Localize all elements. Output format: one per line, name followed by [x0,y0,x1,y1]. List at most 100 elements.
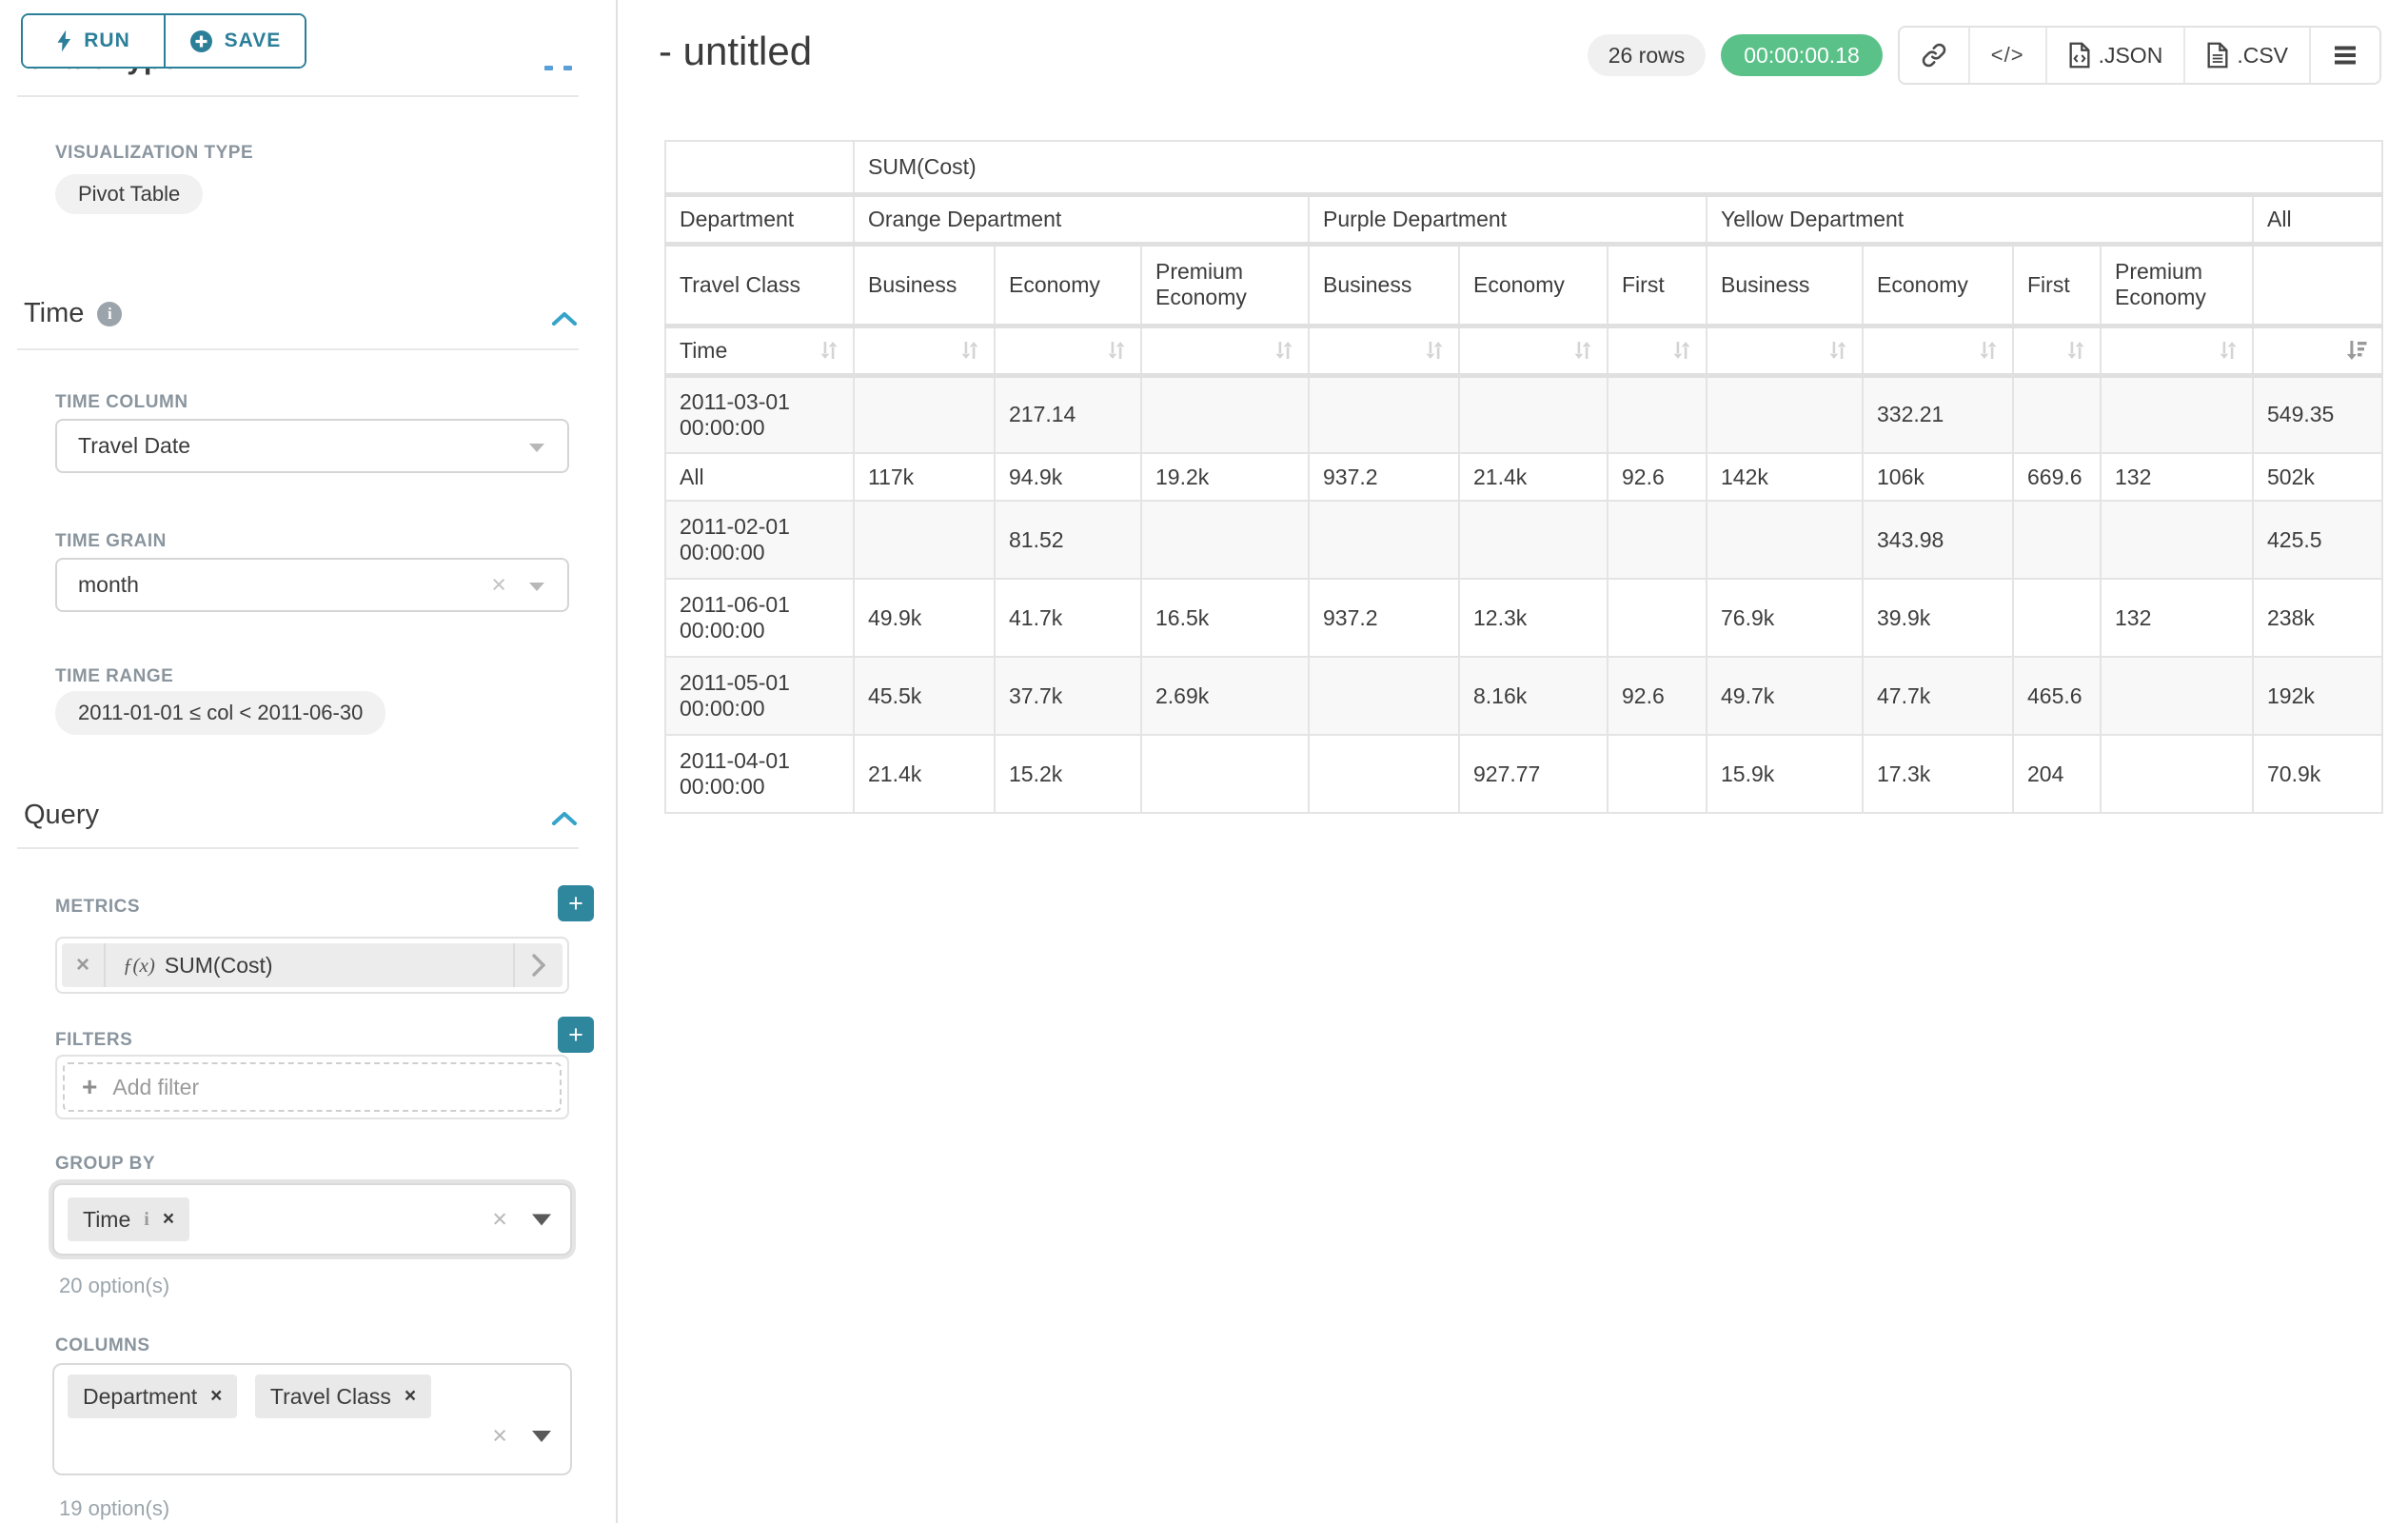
sort-icon[interactable] [1424,338,1445,363]
filters-container: + Add filter [55,1055,569,1119]
class-header-cell [2252,243,2383,328]
remove-metric-icon[interactable]: × [62,943,106,987]
sort-icon[interactable] [1572,338,1593,363]
columns-label: COLUMNS [55,1335,150,1355]
value-cell [1140,734,1310,814]
time-column-value: Travel Date [78,433,191,458]
chevron-up-icon[interactable] [550,309,579,328]
time-column-label: TIME COLUMN [55,392,188,412]
columns-options-hint: 19 option(s) [59,1496,170,1520]
sort-icon[interactable] [1978,338,1999,363]
group-by-chip[interactable]: Time i × [68,1197,190,1241]
chip-label: Department [83,1383,198,1409]
chevron-down-icon[interactable] [532,1430,551,1442]
add-filter-button[interactable]: + [558,1017,594,1053]
pivot-table-container: SUM(Cost) Department Orange Department P… [664,140,2383,814]
chart-title[interactable]: - untitled [659,29,813,73]
metric-label: SUM(Cost) [164,952,273,978]
time-grain-select[interactable]: month × [55,558,569,612]
value-cell: 425.5 [2252,500,2383,580]
value-cell: 16.5k [1140,578,1310,658]
add-filter-dropzone[interactable]: + Add filter [63,1062,562,1112]
department-axis-label: Department [664,193,855,247]
value-cell: 15.9k [1706,734,1864,814]
select-controls: × [492,1204,551,1234]
value-cell [2012,374,2102,454]
time-range-label: TIME RANGE [55,666,174,686]
sort-cell [1862,325,2014,378]
value-cell [2012,578,2102,658]
sort-icon[interactable] [1106,338,1127,363]
run-button-label: RUN [84,30,130,51]
time-sort-row: Time [664,325,2383,378]
value-cell: 132 [2100,452,2254,502]
class-header-cell: Economy [994,243,1142,328]
value-cell: 76.9k [1706,578,1864,658]
chevron-up-icon[interactable] [550,809,579,828]
metric-item[interactable]: × ƒ(x) SUM(Cost) [62,943,563,987]
sort-icon[interactable] [1273,338,1294,363]
value-cell: 49.7k [1706,656,1864,736]
view-query-button[interactable]: </> [1967,28,2045,83]
sort-cell-active [2252,325,2383,378]
sort-cell [2100,325,2254,378]
link-icon [1922,43,1946,68]
department-group-cell: Orange Department [853,193,1310,247]
class-header-cell: Business [1308,243,1460,328]
columns-select[interactable]: Department × Travel Class × × [52,1363,572,1475]
sort-icon[interactable] [959,338,980,363]
save-button[interactable]: SAVE [164,15,305,67]
clear-icon[interactable]: × [491,569,506,599]
value-cell: 92.6 [1607,452,1707,502]
info-icon[interactable]: i [144,1208,149,1230]
value-cell: 41.7k [994,578,1142,658]
clear-icon[interactable]: × [492,1204,507,1234]
export-csv-button[interactable]: .CSV [2183,28,2309,83]
remove-chip-icon[interactable]: × [404,1385,417,1407]
visualization-type-pill[interactable]: Pivot Table [55,174,204,214]
value-cell [1140,500,1310,580]
group-by-select[interactable]: Time i × × [52,1183,572,1256]
chip-label: Time [83,1206,131,1232]
class-header-cell: First [1607,243,1707,328]
function-icon: ƒ(x) [123,953,155,977]
add-metric-button[interactable]: + [558,885,594,921]
info-icon[interactable]: i [97,301,123,326]
export-json-button[interactable]: .JSON [2044,28,2184,83]
columns-chip[interactable]: Department × [68,1375,238,1418]
value-cell [1607,500,1707,580]
query-section-title: Query [24,800,99,831]
share-link-button[interactable] [1899,28,1968,83]
class-header-cell: First [2012,243,2102,328]
sort-icon[interactable] [2218,338,2239,363]
value-cell: 94.9k [994,452,1142,502]
sort-cell [1706,325,1864,378]
sort-icon[interactable] [1671,338,1692,363]
run-button[interactable]: RUN [23,15,164,67]
chevron-down-icon[interactable] [532,1214,551,1225]
columns-chip[interactable]: Travel Class × [254,1375,432,1418]
chevron-right-icon[interactable] [513,943,563,987]
time-grain-value: month [78,572,139,597]
metric-header-row: SUM(Cost) [664,140,2383,197]
chevron-down-icon [529,582,544,591]
table-row: 2011-02-01 00:00:00 81.52 343.98 425.5 [664,500,2383,580]
remove-chip-icon[interactable]: × [162,1208,175,1230]
query-section-title-text: Query [24,800,99,830]
value-cell: 8.16k [1458,656,1609,736]
sort-icon[interactable] [1827,338,1848,363]
menu-button[interactable] [2309,28,2379,83]
chip-label: Travel Class [269,1383,391,1409]
time-range-pill[interactable]: 2011-01-01 ≤ col < 2011-06-30 [55,691,386,735]
sort-icon[interactable] [2065,338,2086,363]
time-column-select[interactable]: Travel Date [55,419,569,473]
sort-icon[interactable] [819,338,839,363]
time-section-title-text: Time [24,298,85,328]
sort-cell [1607,325,1707,378]
lightning-icon [57,30,71,52]
clear-icon[interactable]: × [492,1421,507,1450]
value-cell: 17.3k [1862,734,2014,814]
remove-chip-icon[interactable]: × [210,1385,223,1407]
value-cell: 238k [2252,578,2383,658]
sort-descending-icon[interactable] [2345,338,2368,363]
